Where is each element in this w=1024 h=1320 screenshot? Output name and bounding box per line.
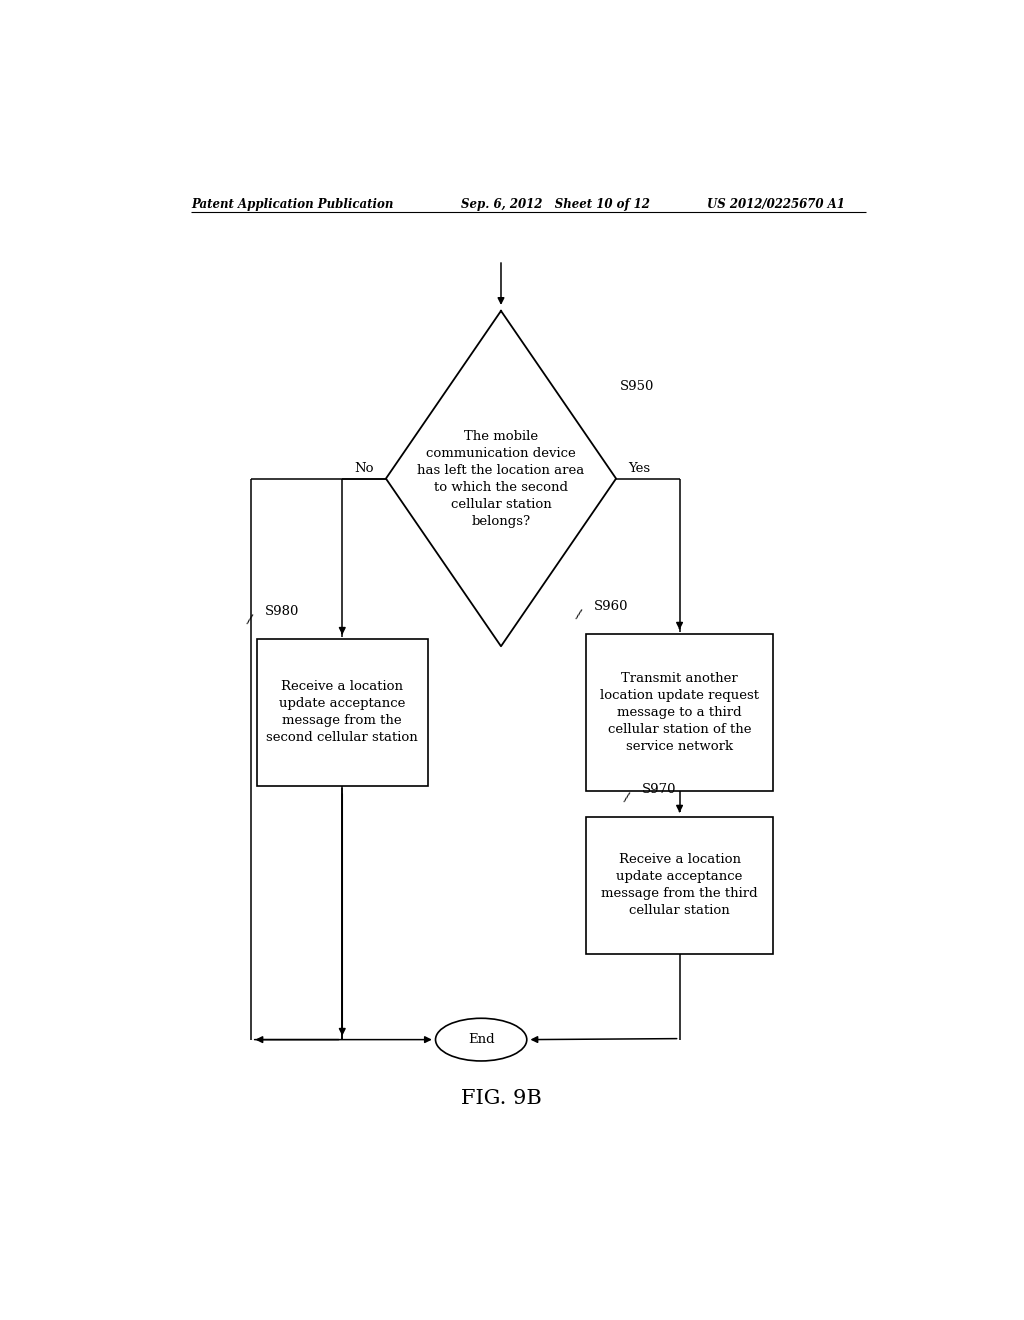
Bar [587, 634, 773, 791]
Text: Receive a location
update acceptance
message from the
second cellular station: Receive a location update acceptance mes… [266, 680, 418, 744]
Text: End: End [468, 1034, 495, 1047]
Text: Yes: Yes [628, 462, 650, 475]
Text: S960: S960 [594, 599, 629, 612]
Text: S980: S980 [265, 605, 299, 618]
Text: The mobile
communication device
has left the location area
to which the second
c: The mobile communication device has left… [418, 429, 585, 528]
Bar [257, 639, 428, 785]
Text: No: No [354, 462, 374, 475]
Text: /: / [623, 792, 630, 805]
Text: Receive a location
update acceptance
message from the third
cellular station: Receive a location update acceptance mes… [601, 853, 758, 917]
Bar [587, 817, 773, 954]
Text: /: / [574, 609, 583, 622]
Text: S970: S970 [642, 783, 677, 796]
Text: S950: S950 [620, 380, 654, 393]
Text: Patent Application Publication: Patent Application Publication [191, 198, 394, 211]
Text: /: / [246, 614, 253, 627]
Text: US 2012/0225670 A1: US 2012/0225670 A1 [708, 198, 845, 211]
Text: Transmit another
location update request
message to a third
cellular station of : Transmit another location update request… [600, 672, 759, 752]
Text: FIG. 9B: FIG. 9B [461, 1089, 542, 1107]
Text: Sep. 6, 2012   Sheet 10 of 12: Sep. 6, 2012 Sheet 10 of 12 [461, 198, 650, 211]
